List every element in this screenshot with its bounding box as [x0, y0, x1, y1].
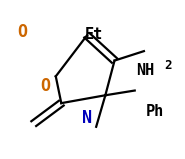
Text: 2: 2 — [164, 59, 172, 72]
Text: O: O — [40, 77, 50, 95]
Text: N: N — [82, 109, 92, 127]
Text: NH: NH — [137, 62, 155, 78]
Text: Et: Et — [85, 28, 103, 42]
Text: Ph: Ph — [146, 104, 164, 118]
Text: O: O — [18, 23, 28, 41]
